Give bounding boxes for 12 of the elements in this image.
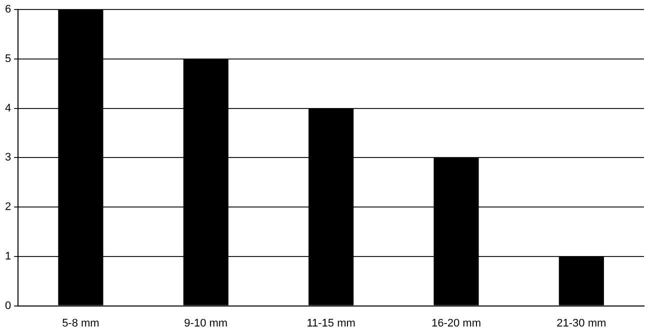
x-tick-label: 11-15 mm bbox=[306, 317, 356, 330]
y-tick-label: 0 bbox=[4, 300, 12, 312]
x-tick-label: 5-8 mm bbox=[62, 317, 100, 330]
y-tick-label: 5 bbox=[4, 53, 12, 65]
y-tick-label: 6 bbox=[4, 4, 12, 16]
x-tick-label: 9-10 mm bbox=[184, 317, 228, 330]
x-tick-label: 21-30 mm bbox=[556, 317, 606, 330]
y-tick-label: 2 bbox=[4, 201, 12, 214]
x-tick-label: 16-20 mm bbox=[431, 317, 481, 330]
y-tick-label: 4 bbox=[4, 102, 12, 114]
y-tick-label: 1 bbox=[4, 250, 12, 262]
y-tick-label: 3 bbox=[4, 152, 12, 164]
